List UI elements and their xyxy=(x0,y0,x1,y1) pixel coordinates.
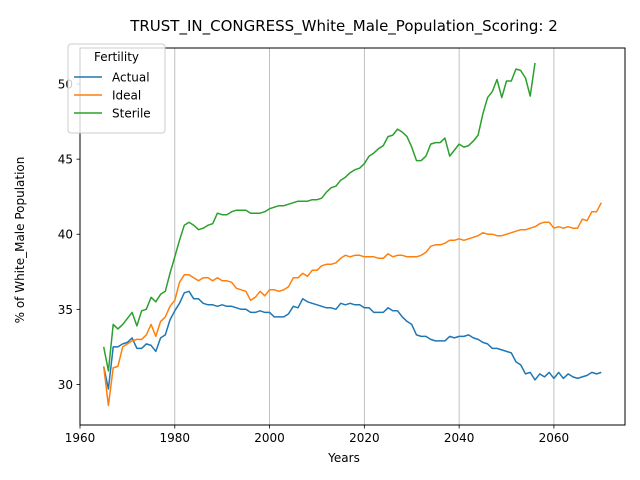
series-line-ideal xyxy=(102,202,602,407)
series-line-sterile xyxy=(102,62,536,372)
x-axis-ticks: 1960 1980 2000 2020 2040 2060 xyxy=(65,425,569,445)
x-tick-label: 1980 xyxy=(160,431,191,445)
y-tick-label: 45 xyxy=(58,153,73,167)
y-tick-label: 40 xyxy=(58,228,73,242)
y-axis-label: % of White_Male Population xyxy=(13,157,27,324)
x-tick-label: 2020 xyxy=(349,431,380,445)
series-lines xyxy=(102,62,602,407)
legend-title: Fertility xyxy=(94,50,139,64)
chart-title: TRUST_IN_CONGRESS_White_Male_Population_… xyxy=(129,17,558,36)
x-axis-label: Years xyxy=(327,451,360,465)
x-tick-label: 2040 xyxy=(444,431,475,445)
x-tick-label: 2000 xyxy=(254,431,285,445)
y-tick-label: 35 xyxy=(58,303,73,317)
x-tick-label: 1960 xyxy=(65,431,96,445)
legend-label-ideal: Ideal xyxy=(112,89,141,103)
x-tick-label: 2060 xyxy=(539,431,570,445)
y-tick-label: 30 xyxy=(58,378,73,392)
series-line-actual xyxy=(102,290,602,390)
plot-frame xyxy=(79,47,626,426)
legend-label-actual: Actual xyxy=(112,71,150,85)
legend-items: Actual Ideal Sterile xyxy=(74,71,151,121)
legend-label-sterile: Sterile xyxy=(112,107,151,121)
legend-box xyxy=(67,43,166,134)
legend: Fertility Actual Ideal Sterile xyxy=(67,43,166,134)
